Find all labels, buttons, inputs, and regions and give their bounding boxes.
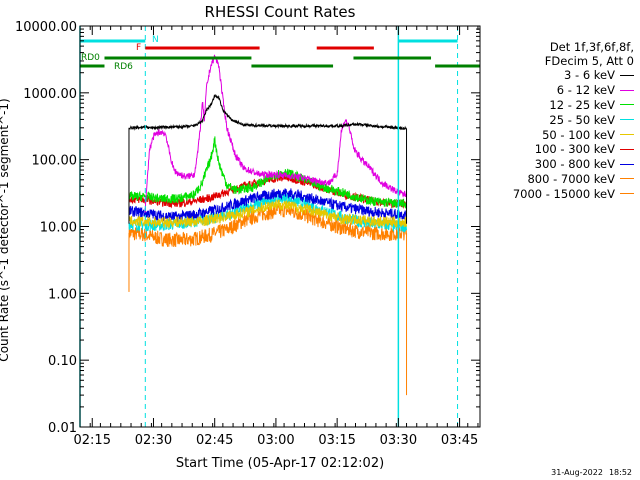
legend-entry-3-6kev: 3 - 6 keV <box>508 68 634 83</box>
series-line-1 <box>144 54 407 213</box>
y-tick-label-3: 10.00 <box>40 221 77 236</box>
y-axis-label: Count Rate (s^-1 detector^-1 segment^-1) <box>0 98 11 361</box>
footer-timestamp: 31-Aug-2022 18:52 <box>545 468 632 477</box>
legend-entry-800-7000kev: 800 - 7000 keV <box>508 172 634 187</box>
status-label-rd6: RD6 <box>114 62 133 72</box>
y-tick-label-4: 100.00 <box>32 154 78 169</box>
y-tick-label-5: 1000.00 <box>23 87 77 102</box>
legend-entry-6-12kev: 6 - 12 keV <box>508 83 634 98</box>
x-tick-label-3: 03:00 <box>257 433 294 448</box>
series-line-6 <box>128 188 407 222</box>
series-line-4 <box>128 199 407 229</box>
x-axis-label: Start Time (05-Apr-17 02:12:02) <box>176 456 384 471</box>
status-label-n: N <box>152 35 159 45</box>
legend-entry-100-300kev: 100 - 300 keV <box>508 142 634 157</box>
x-tick-label-2: 02:45 <box>196 433 233 448</box>
y-tick-label-0: 0.01 <box>48 421 77 436</box>
x-tick-label-6: 03:45 <box>441 433 478 448</box>
y-tick-label-2: 1.00 <box>48 287 77 302</box>
y-tick-label-1: 0.10 <box>48 354 77 369</box>
x-tick-label-1: 02:30 <box>135 433 172 448</box>
x-tick-label-4: 03:15 <box>318 433 355 448</box>
legend-entry-300-800kev: 300 - 800 keV <box>508 157 634 172</box>
series-layer <box>128 54 408 396</box>
legend: Det 1f,3f,6f,8f, FDecim 5, Att 0 3 - 6 k… <box>508 40 634 201</box>
footer-time: 18:52 <box>608 468 632 477</box>
legend-entry-12-25kev: 12 - 25 keV <box>508 98 634 113</box>
status-layer: N F RD0 RD6 <box>80 35 480 72</box>
legend-header-2: FDecim 5, Att 0 <box>544 54 634 68</box>
axis-layer: 02:15 02:30 02:45 03:00 03:15 03:30 03:45 0.01 0… <box>15 20 480 448</box>
y-tick-label-6: 10000.00 <box>15 20 77 35</box>
status-label-rd0: RD0 <box>81 53 100 63</box>
chart-title: RHESSI Count Rates <box>205 3 356 21</box>
footer-date: 31-Aug-2022 <box>551 468 603 477</box>
legend-entry-25-50kev: 25 - 50 keV <box>508 112 634 127</box>
legend-entry-50-100kev: 50 - 100 keV <box>508 127 634 142</box>
legend-entry-7000-15000kev: 7000 - 15000 keV <box>508 186 634 201</box>
status-label-f: F <box>136 43 141 53</box>
series-line-0 <box>128 94 407 131</box>
x-tick-label-5: 03:30 <box>380 433 417 448</box>
legend-header-1: Det 1f,3f,6f,8f, <box>549 40 634 54</box>
x-tick-label-0: 02:15 <box>74 433 111 448</box>
series-line-7 <box>128 203 407 248</box>
